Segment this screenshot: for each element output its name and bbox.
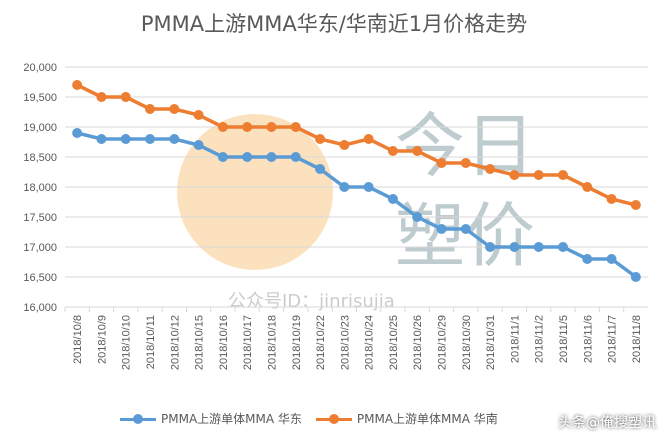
data-point [630, 272, 641, 282]
overlay-watermark: 头条@俺搜塑讯 [558, 415, 656, 431]
x-tick-label: 2018/10/16 [218, 315, 230, 370]
data-point [217, 152, 228, 162]
data-point [557, 170, 568, 180]
data-point [533, 242, 544, 252]
data-point [290, 122, 301, 132]
y-tick-label: 17,500 [23, 212, 57, 224]
data-point [509, 242, 520, 252]
y-tick-label: 19,000 [23, 122, 57, 134]
legend: PMMA上游单体MMA 华东 PMMA上游单体MMA 华南 [120, 410, 498, 427]
data-point [120, 134, 131, 144]
y-tick-label: 16,000 [23, 302, 57, 314]
data-point [315, 134, 326, 144]
x-tick-label: 2018/10/19 [291, 315, 303, 370]
data-point [193, 110, 204, 120]
y-tick-label: 18,000 [23, 182, 57, 194]
x-tick-label: 2018/10/26 [412, 315, 424, 370]
data-point [460, 224, 471, 234]
x-tick-label: 2018/11/8 [631, 315, 643, 363]
data-point [169, 104, 180, 114]
data-point [266, 122, 277, 132]
y-tick-label: 16,500 [23, 272, 57, 284]
data-point [96, 92, 107, 102]
x-tick-label: 2018/10/25 [388, 315, 400, 370]
data-point [460, 158, 471, 168]
y-tick-label: 17,000 [23, 242, 57, 254]
data-point [120, 92, 131, 102]
data-point [72, 80, 83, 90]
x-tick-label: 2018/10/18 [266, 315, 278, 370]
data-point [72, 128, 83, 138]
x-tick-label: 2018/11/6 [582, 315, 594, 363]
x-tick-label: 2018/10/10 [121, 315, 133, 370]
data-point [193, 140, 204, 150]
x-tick-label: 2018/10/24 [364, 315, 376, 370]
data-point [533, 170, 544, 180]
watermark-logo: 今日 塑价 公众号ID：jinrisujia [177, 105, 535, 312]
x-tick-label: 2018/11/2 [534, 315, 546, 363]
data-point [485, 242, 496, 252]
data-point [145, 134, 156, 144]
data-point [606, 254, 617, 264]
y-tick-label: 19,500 [23, 92, 57, 104]
x-tick-label: 2018/10/23 [339, 315, 351, 370]
data-point [582, 254, 593, 264]
data-point [363, 134, 374, 144]
y-tick-label: 18,500 [23, 152, 57, 164]
data-point [582, 182, 593, 192]
legend-item-huadong: PMMA上游单体MMA 华东 [120, 410, 302, 427]
legend-label: PMMA上游单体MMA 华东 [161, 412, 302, 426]
x-tick-label: 2018/10/17 [242, 315, 254, 370]
data-point [606, 194, 617, 204]
data-point [387, 146, 398, 156]
x-tick-label: 2018/11/1 [509, 315, 521, 363]
legend-label: PMMA上游单体MMA 华南 [356, 412, 498, 426]
data-point [290, 152, 301, 162]
svg-text:公众号ID：jinrisujia: 公众号ID：jinrisujia [228, 291, 395, 312]
data-point [387, 194, 398, 204]
x-tick-label: 2018/10/22 [315, 315, 327, 370]
series-line-0 [76, 131, 637, 279]
x-tick-label: 2018/10/8 [72, 315, 84, 364]
data-point [436, 158, 447, 168]
data-point [436, 224, 447, 234]
x-tick-label: 2018/10/29 [437, 315, 449, 370]
data-point [363, 182, 374, 192]
x-tick-label: 2018/10/30 [461, 315, 473, 370]
data-point [96, 134, 107, 144]
data-point [485, 164, 496, 174]
data-point [217, 122, 228, 132]
chart-title: PMMA上游MMA华东/华南近1月价格走势 [140, 12, 528, 36]
data-point [339, 140, 350, 150]
x-tick-label: 2018/10/9 [96, 315, 108, 364]
data-point [339, 182, 350, 192]
data-point [242, 122, 253, 132]
data-point [509, 170, 520, 180]
svg-text:塑价: 塑价 [395, 195, 535, 277]
x-tick-label: 2018/10/31 [485, 315, 497, 370]
data-point [315, 164, 326, 174]
x-tick-label: 2018/10/15 [194, 315, 206, 370]
data-point [630, 200, 641, 210]
data-point [242, 152, 253, 162]
x-tick-label: 2018/10/12 [169, 315, 181, 370]
x-tick-label: 2018/11/7 [607, 315, 619, 363]
data-point [412, 212, 423, 222]
x-tick-label: 2018/10/11 [145, 315, 157, 369]
data-point [412, 146, 423, 156]
data-point [145, 104, 156, 114]
legend-item-huanan: PMMA上游单体MMA 华南 [315, 410, 498, 427]
data-point [169, 134, 180, 144]
data-point [266, 152, 277, 162]
x-tick-label: 2018/11/5 [558, 315, 570, 363]
y-tick-label: 20,000 [23, 62, 57, 74]
data-point [557, 242, 568, 252]
